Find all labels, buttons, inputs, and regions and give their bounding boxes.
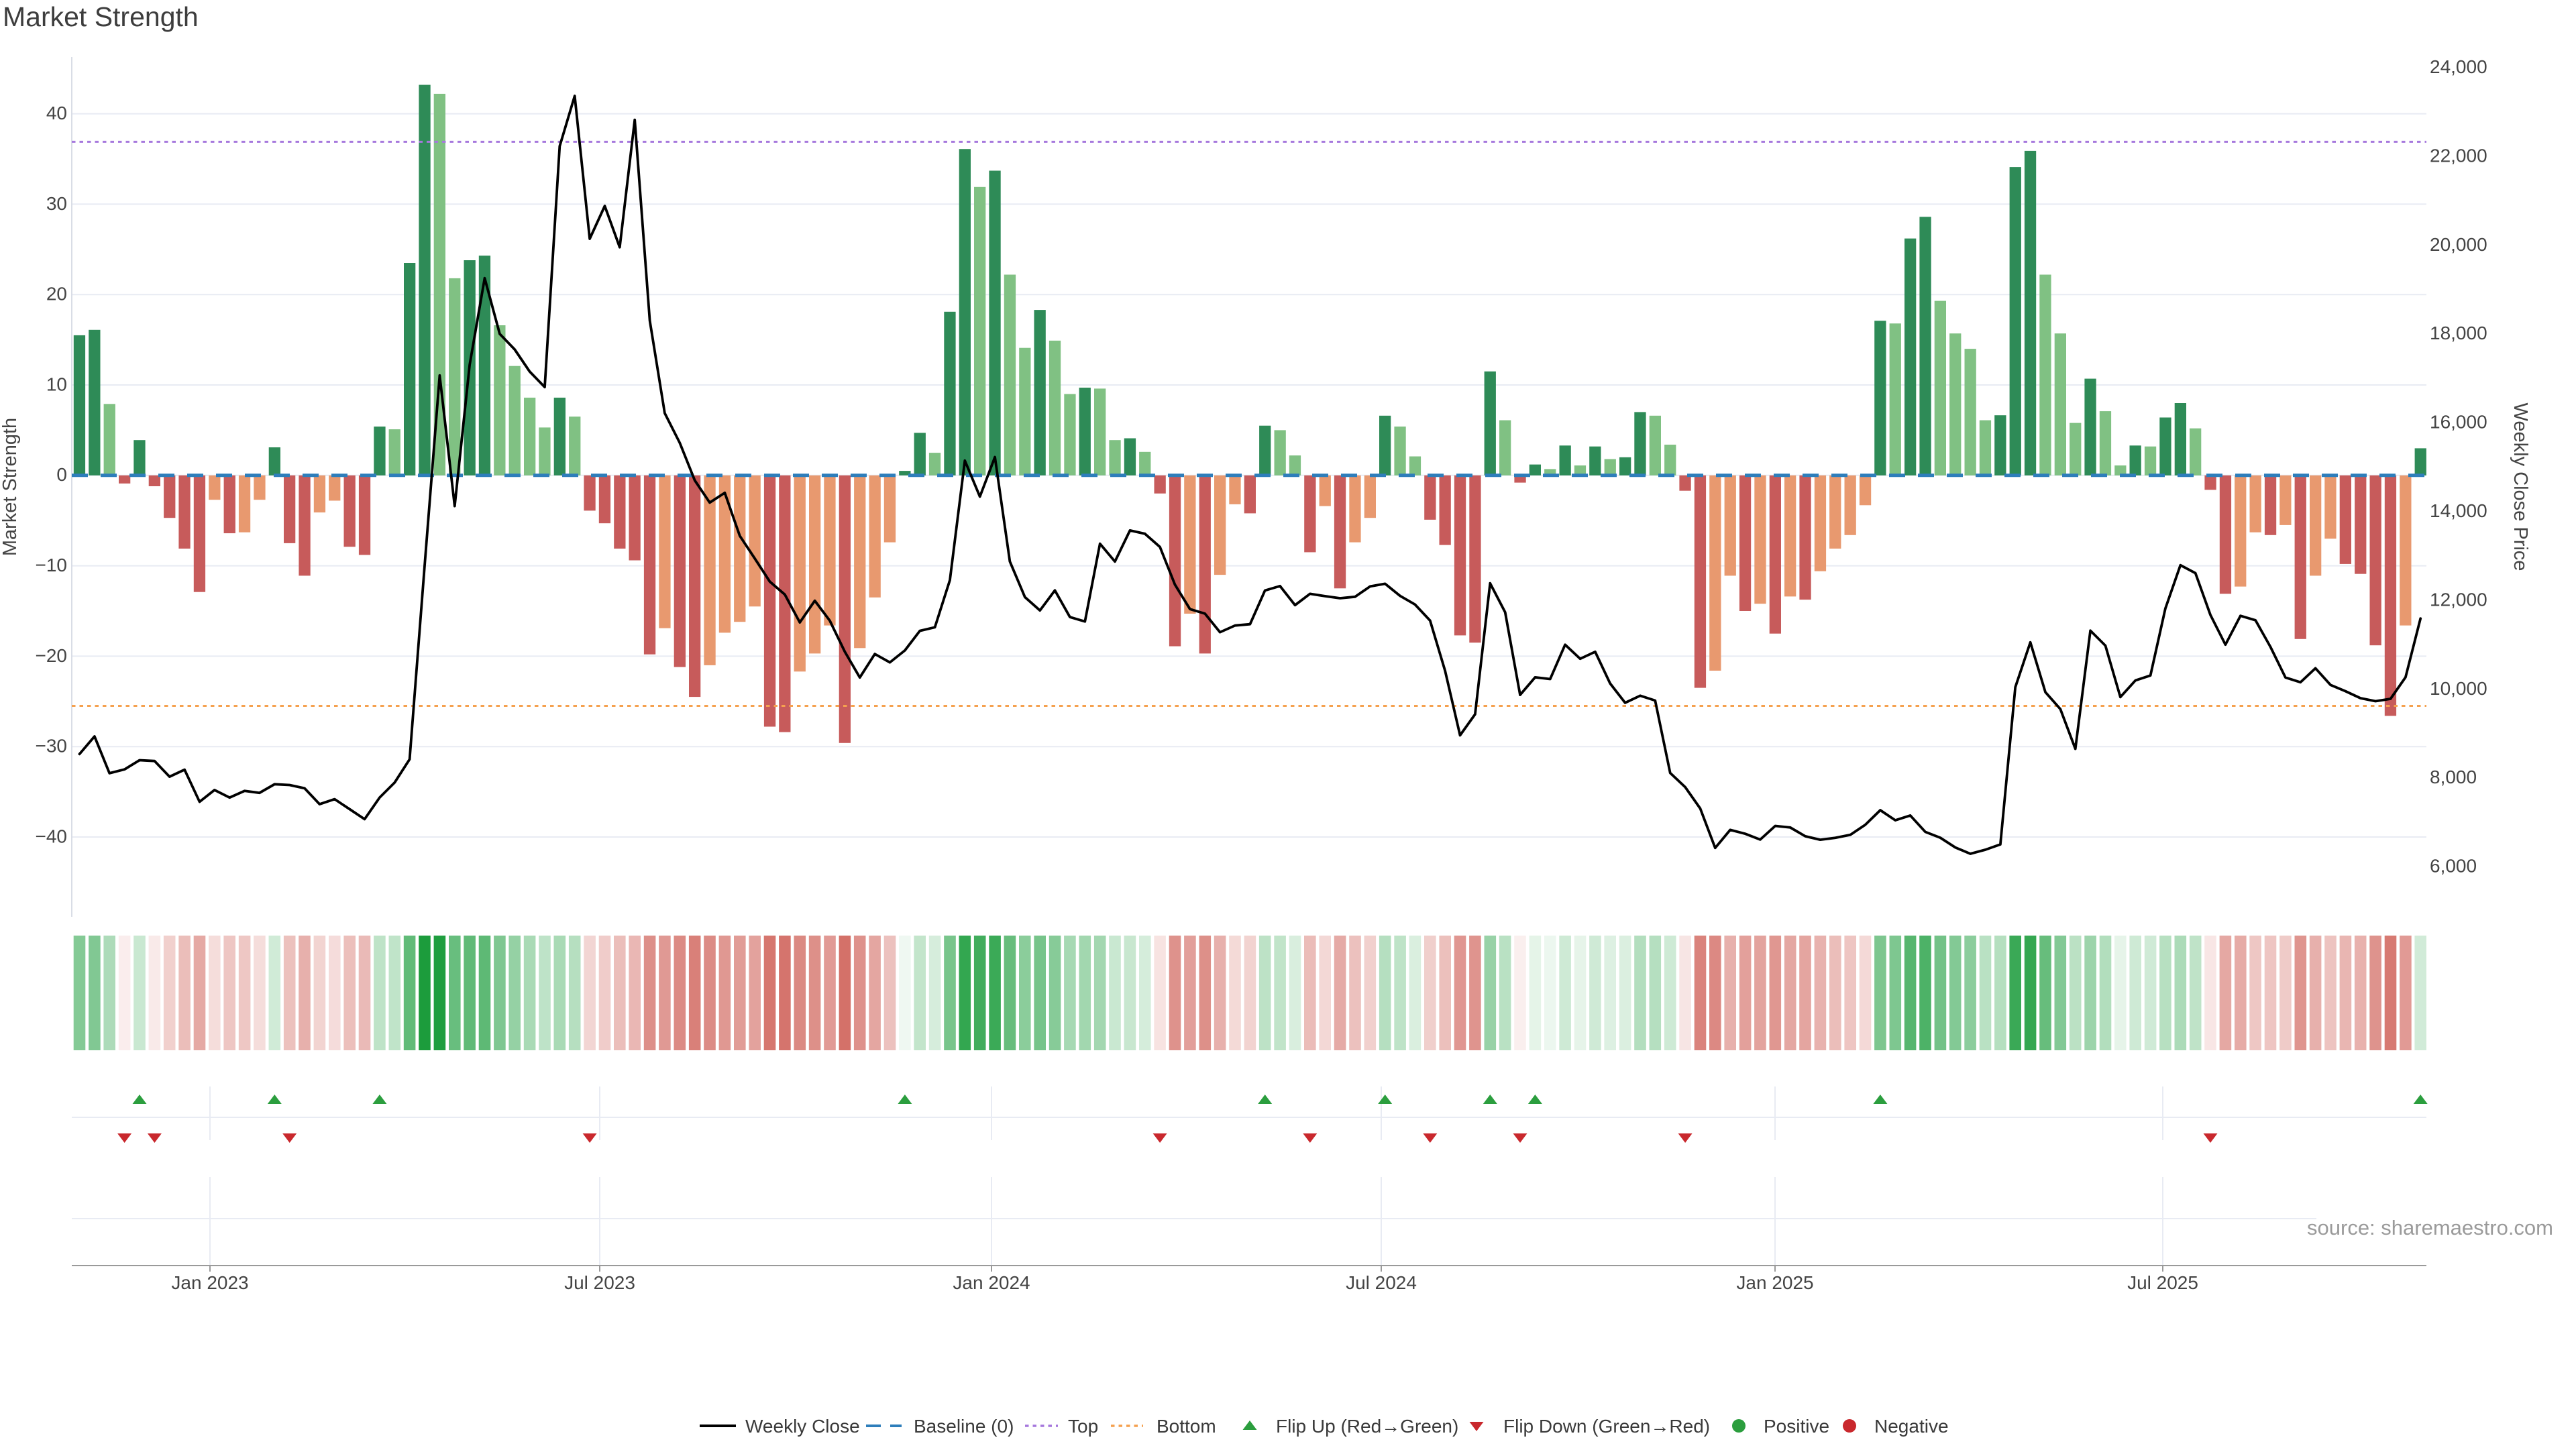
svg-text:12,000: 12,000 <box>2430 589 2487 610</box>
svg-text:18,000: 18,000 <box>2430 323 2487 343</box>
svg-text:10,000: 10,000 <box>2430 678 2487 699</box>
svg-text:Jul 2024: Jul 2024 <box>1346 1272 1417 1293</box>
svg-text:6,000: 6,000 <box>2430 856 2477 877</box>
svg-text:−10: −10 <box>36 555 68 575</box>
svg-text:20: 20 <box>46 284 67 304</box>
svg-text:Bottom: Bottom <box>1157 1416 1216 1437</box>
svg-text:Flip Up (Red→Green): Flip Up (Red→Green) <box>1276 1416 1458 1437</box>
svg-text:0: 0 <box>56 464 67 485</box>
svg-text:30: 30 <box>46 193 67 214</box>
svg-text:Weekly Close Price: Weekly Close Price <box>2510 403 2531 571</box>
svg-text:24,000: 24,000 <box>2430 56 2487 77</box>
svg-text:Flip Down (Green→Red): Flip Down (Green→Red) <box>1503 1416 1710 1437</box>
svg-text:source: sharemaestro.com: source: sharemaestro.com <box>2307 1216 2553 1239</box>
svg-text:Jan 2024: Jan 2024 <box>953 1272 1030 1293</box>
svg-text:−40: −40 <box>36 826 68 846</box>
svg-text:Negative: Negative <box>1874 1416 1949 1437</box>
svg-text:Baseline (0): Baseline (0) <box>914 1416 1014 1437</box>
svg-text:−20: −20 <box>36 645 68 666</box>
svg-text:8,000: 8,000 <box>2430 767 2477 787</box>
svg-text:Top: Top <box>1068 1416 1098 1437</box>
svg-text:Market Strength: Market Strength <box>0 418 21 556</box>
svg-text:Jan 2023: Jan 2023 <box>171 1272 248 1293</box>
svg-text:14,000: 14,000 <box>2430 500 2487 521</box>
svg-text:Market Strength: Market Strength <box>3 1 199 32</box>
svg-text:Jan 2025: Jan 2025 <box>1736 1272 1813 1293</box>
svg-text:Jul 2023: Jul 2023 <box>564 1272 635 1293</box>
svg-text:Jul 2025: Jul 2025 <box>2127 1272 2198 1293</box>
svg-text:Positive: Positive <box>1764 1416 1829 1437</box>
svg-text:40: 40 <box>46 103 67 123</box>
svg-text:16,000: 16,000 <box>2430 412 2487 433</box>
svg-text:20,000: 20,000 <box>2430 234 2487 255</box>
svg-text:22,000: 22,000 <box>2430 145 2487 166</box>
svg-text:Weekly Close: Weekly Close <box>745 1416 860 1437</box>
svg-text:10: 10 <box>46 374 67 394</box>
svg-text:−30: −30 <box>36 736 68 757</box>
